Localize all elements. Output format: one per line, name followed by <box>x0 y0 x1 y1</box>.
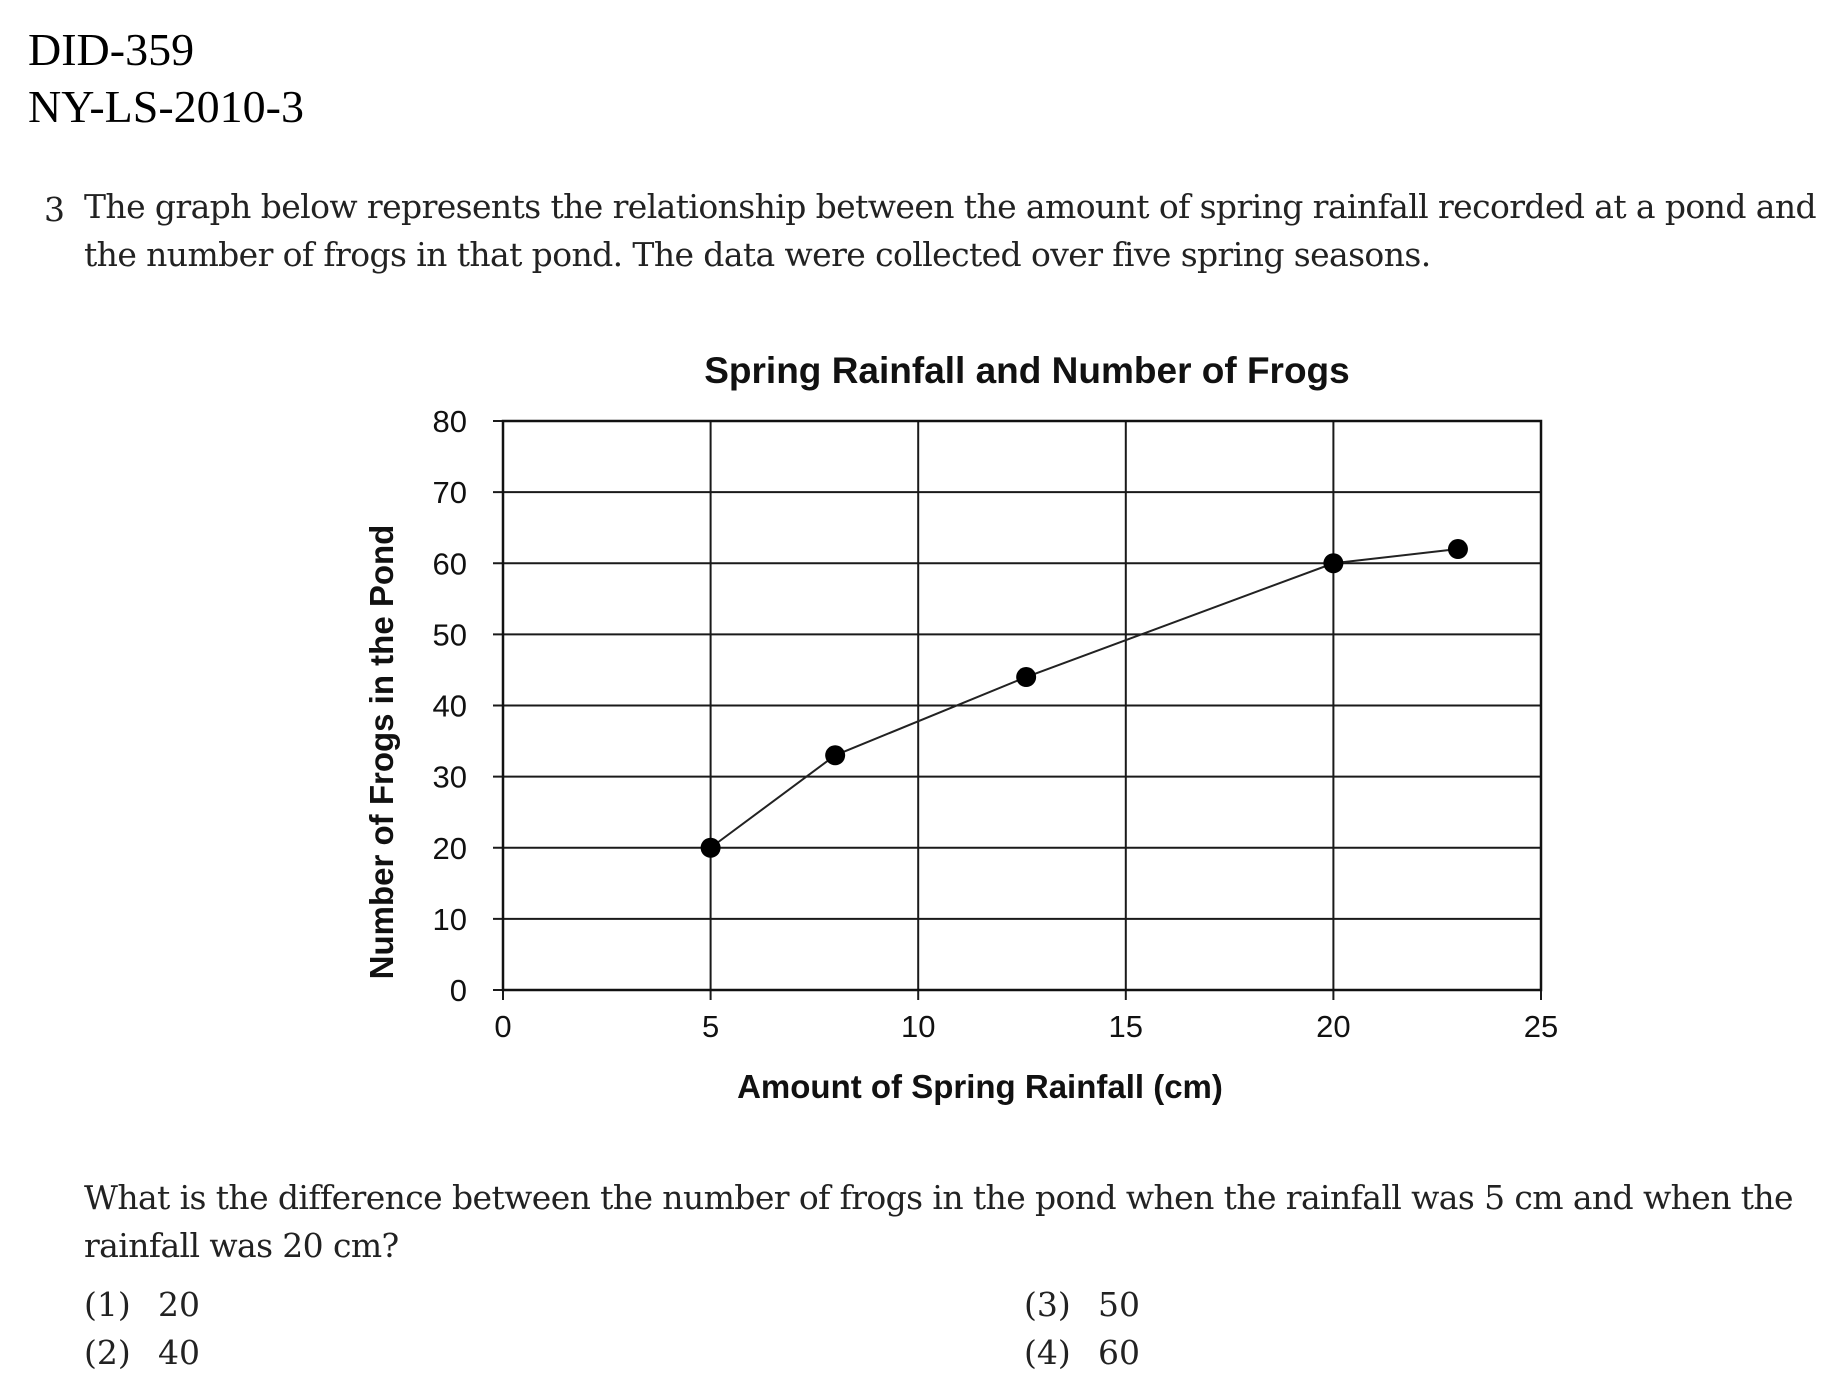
choice-text: 50 <box>1098 1285 1140 1324</box>
x-tick-label: 0 <box>494 1009 511 1044</box>
choice-number: (1) <box>84 1285 131 1324</box>
answer-choice-4[interactable]: (4) 60 <box>1024 1333 1140 1372</box>
frog-rainfall-chart: Spring Rainfall and Number of Frogs 0 10 2… <box>363 350 1559 1105</box>
y-tick-label: 20 <box>433 831 467 866</box>
answer-choice-1[interactable]: (1) 20 <box>84 1285 200 1324</box>
chart-axes <box>493 419 1543 1000</box>
series-line <box>710 548 1459 849</box>
choice-text: 60 <box>1098 1333 1140 1372</box>
document-id: DID-359 <box>28 24 195 75</box>
choice-text: 40 <box>158 1333 200 1372</box>
chart-series <box>700 539 1468 858</box>
y-tick-label: 40 <box>433 689 467 724</box>
question-stem: The graph below represents the relations… <box>84 187 1817 274</box>
question-number: 3 <box>44 190 65 229</box>
y-tick-label: 70 <box>433 475 467 510</box>
y-tick-label: 30 <box>433 760 467 795</box>
x-axis-label: Amount of Spring Rainfall (cm) <box>737 1068 1223 1105</box>
data-point <box>700 837 721 858</box>
choice-number: (2) <box>84 1333 131 1372</box>
question-prompt: What is the difference between the numbe… <box>84 1178 1794 1265</box>
x-tick-label: 25 <box>1524 1009 1558 1044</box>
choice-text: 20 <box>158 1285 200 1324</box>
chart-grid <box>502 420 1542 991</box>
chart-tick-labels: 0 10 20 30 40 50 60 70 80 0 5 10 15 20 25 <box>433 404 1559 1044</box>
y-tick-label: 0 <box>450 973 467 1008</box>
chart-title: Spring Rainfall and Number of Frogs <box>704 350 1349 391</box>
choice-number: (3) <box>1024 1285 1071 1324</box>
choice-number: (4) <box>1024 1333 1071 1372</box>
y-tick-label: 80 <box>433 404 467 439</box>
data-point <box>825 745 846 766</box>
data-point <box>1016 667 1037 688</box>
answer-choice-2[interactable]: (2) 40 <box>84 1333 200 1372</box>
x-tick-label: 5 <box>702 1009 719 1044</box>
y-tick-label: 10 <box>433 902 467 937</box>
data-point <box>1323 553 1344 574</box>
y-tick-label: 50 <box>433 617 467 652</box>
x-tick-label: 15 <box>1109 1009 1143 1044</box>
y-tick-label: 60 <box>433 546 467 581</box>
y-axis-label: Number of Frogs in the Pond <box>363 525 400 980</box>
source-code: NY-LS-2010-3 <box>28 81 304 132</box>
data-point <box>1447 539 1468 560</box>
plot-frame <box>501 419 1543 992</box>
answer-choice-3[interactable]: (3) 50 <box>1024 1285 1140 1324</box>
x-tick-label: 10 <box>901 1009 935 1044</box>
x-tick-label: 20 <box>1316 1009 1350 1044</box>
